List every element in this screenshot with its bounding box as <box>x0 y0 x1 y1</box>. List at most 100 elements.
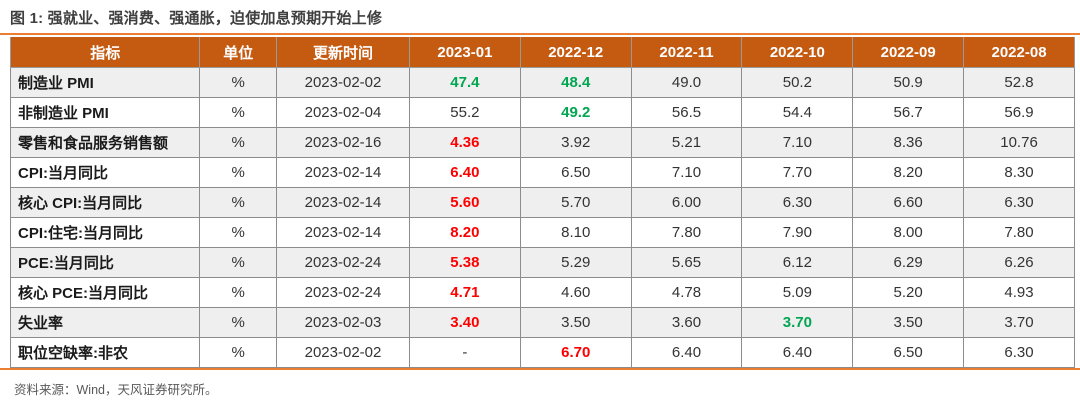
unit-cell: % <box>199 337 277 368</box>
value-cell: 10.76 <box>963 127 1075 158</box>
value-cell: 6.29 <box>852 247 965 278</box>
column-header: 2022-09 <box>852 37 965 68</box>
value-cell: 55.2 <box>409 97 521 128</box>
unit-cell: % <box>199 217 277 248</box>
update-date-cell: 2023-02-24 <box>276 247 410 278</box>
value-cell: 6.40 <box>630 337 743 368</box>
value-cell: 3.92 <box>519 127 632 158</box>
value-cell: 7.10 <box>630 157 743 188</box>
table-row: 核心 CPI:当月同比% 2023-02-14 5.60 5.70 6.00 6.30 6.… <box>9 187 1075 218</box>
table-row: 制造业 PMI% 2023-02-02 47.4 48.4 49.0 50.2 50.9 52… <box>9 67 1075 98</box>
value-cell: 5.60 <box>409 187 521 218</box>
unit-cell: % <box>199 67 277 98</box>
value-cell: 3.70 <box>963 307 1075 338</box>
header-row: 指标 单位 更新时间 2023-01 2022-12 2022-11 2022-10 2022… <box>9 37 1075 68</box>
value-cell: 5.29 <box>519 247 632 278</box>
top-divider <box>0 33 1080 35</box>
table-row: 核心 PCE:当月同比% 2023-02-24 4.71 4.60 4.78 5.09 5.… <box>9 277 1075 308</box>
indicator-cell: 核心 PCE:当月同比 <box>9 277 201 308</box>
indicator-cell: 制造业 PMI <box>9 67 201 98</box>
value-cell: 5.38 <box>409 247 521 278</box>
update-date-cell: 2023-02-14 <box>276 157 410 188</box>
value-cell: - <box>409 337 521 368</box>
value-cell: 47.4 <box>409 67 521 98</box>
value-cell: 49.2 <box>519 97 632 128</box>
value-cell: 3.50 <box>519 307 632 338</box>
indicator-cell: CPI:住宅:当月同比 <box>9 217 201 248</box>
table-row: PCE:当月同比% 2023-02-24 5.38 5.29 5.65 6.12 6.29 6… <box>9 247 1075 278</box>
figure-title: 图 1: 强就业、强消费、强通胀，迫使加息预期开始上修 <box>10 10 383 27</box>
column-header: 2023-01 <box>409 37 521 68</box>
indicator-cell: 零售和食品服务销售额 <box>9 127 201 158</box>
value-cell: 4.71 <box>409 277 521 308</box>
unit-cell: % <box>199 277 277 308</box>
column-header: 2022-12 <box>519 37 632 68</box>
value-cell: 49.0 <box>630 67 743 98</box>
value-cell: 5.20 <box>852 277 965 308</box>
value-cell: 5.70 <box>519 187 632 218</box>
value-cell: 5.65 <box>630 247 743 278</box>
update-date-cell: 2023-02-02 <box>276 337 410 368</box>
value-cell: 56.5 <box>630 97 743 128</box>
unit-cell: % <box>199 187 277 218</box>
column-header: 指标 <box>9 37 201 68</box>
value-cell: 4.60 <box>519 277 632 308</box>
value-cell: 3.50 <box>852 307 965 338</box>
value-cell: 8.30 <box>963 157 1075 188</box>
update-date-cell: 2023-02-24 <box>276 277 410 308</box>
table-body: 制造业 PMI% 2023-02-02 47.4 48.4 49.0 50.2 50.9 52… <box>9 67 1075 368</box>
table-row: CPI:住宅:当月同比% 2023-02-14 8.20 8.10 7.80 7.90 8.… <box>9 217 1075 248</box>
column-header: 2022-10 <box>741 37 854 68</box>
value-cell: 5.09 <box>741 277 854 308</box>
value-cell: 6.50 <box>852 337 965 368</box>
value-cell: 6.00 <box>630 187 743 218</box>
value-cell: 7.80 <box>630 217 743 248</box>
value-cell: 6.30 <box>963 187 1075 218</box>
value-cell: 56.9 <box>963 97 1075 128</box>
value-cell: 4.93 <box>963 277 1075 308</box>
value-cell: 5.21 <box>630 127 743 158</box>
value-cell: 8.36 <box>852 127 965 158</box>
indicator-cell: CPI:当月同比 <box>9 157 201 188</box>
column-header: 单位 <box>199 37 277 68</box>
unit-cell: % <box>199 97 277 128</box>
update-date-cell: 2023-02-14 <box>276 217 410 248</box>
value-cell: 6.40 <box>409 157 521 188</box>
value-cell: 54.4 <box>741 97 854 128</box>
table-row: 非制造业 PMI% 2023-02-04 55.2 49.2 56.5 54.4 56.7 5… <box>9 97 1075 128</box>
value-cell: 7.80 <box>963 217 1075 248</box>
update-date-cell: 2023-02-14 <box>276 187 410 218</box>
indicator-cell: 非制造业 PMI <box>9 97 201 128</box>
table-row: 职位空缺率:非农% 2023-02-02-6.70 6.40 6.40 6.50 6.30 <box>9 337 1075 368</box>
update-date-cell: 2023-02-16 <box>276 127 410 158</box>
value-cell: 7.70 <box>741 157 854 188</box>
unit-cell: % <box>199 127 277 158</box>
value-cell: 6.30 <box>963 337 1075 368</box>
table-row: 零售和食品服务销售额% 2023-02-16 4.36 3.92 5.21 7.10 8.3… <box>9 127 1075 158</box>
value-cell: 8.20 <box>852 157 965 188</box>
update-date-cell: 2023-02-02 <box>276 67 410 98</box>
value-cell: 4.78 <box>630 277 743 308</box>
table-row: CPI:当月同比% 2023-02-14 6.40 6.50 7.10 7.70 8.20 8… <box>9 157 1075 188</box>
value-cell: 6.40 <box>741 337 854 368</box>
update-date-cell: 2023-02-03 <box>276 307 410 338</box>
value-cell: 52.8 <box>963 67 1075 98</box>
indicator-cell: 失业率 <box>9 307 201 338</box>
update-date-cell: 2023-02-04 <box>276 97 410 128</box>
value-cell: 3.40 <box>409 307 521 338</box>
value-cell: 7.90 <box>741 217 854 248</box>
value-cell: 6.50 <box>519 157 632 188</box>
value-cell: 7.10 <box>741 127 854 158</box>
value-cell: 6.26 <box>963 247 1075 278</box>
data-table: 指标 单位 更新时间 2023-01 2022-12 2022-11 2022-10 2022… <box>9 37 1075 368</box>
unit-cell: % <box>199 307 277 338</box>
bottom-divider <box>0 368 1080 370</box>
value-cell: 6.60 <box>852 187 965 218</box>
value-cell: 8.20 <box>409 217 521 248</box>
value-cell: 6.12 <box>741 247 854 278</box>
value-cell: 6.30 <box>741 187 854 218</box>
value-cell: 3.70 <box>741 307 854 338</box>
column-header: 2022-11 <box>630 37 743 68</box>
value-cell: 4.36 <box>409 127 521 158</box>
